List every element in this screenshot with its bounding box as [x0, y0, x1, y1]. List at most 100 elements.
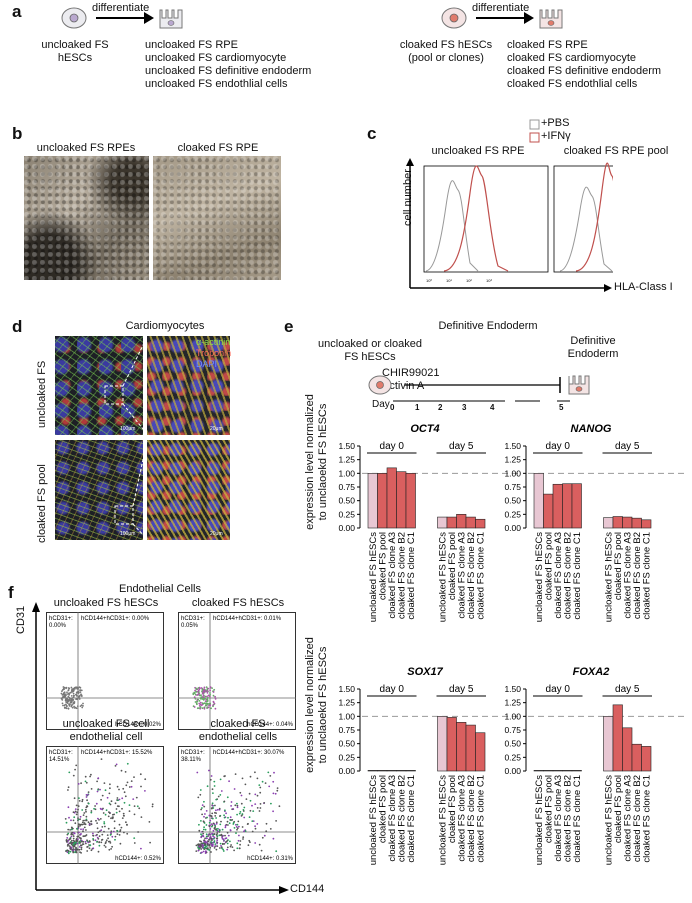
event-dot — [203, 815, 205, 818]
event-dot — [82, 814, 85, 816]
event-dot — [97, 850, 100, 853]
event-dot — [198, 702, 201, 705]
event-dot — [203, 848, 206, 850]
quadrant-ul-value: 38.11% — [181, 757, 202, 763]
event-dot — [272, 810, 274, 813]
event-dot — [216, 845, 219, 847]
event-dot — [84, 808, 87, 811]
event-dot — [75, 846, 77, 849]
event-dot — [275, 820, 277, 822]
event-dot — [204, 700, 207, 703]
event-dot — [241, 777, 244, 780]
event-dot — [69, 699, 72, 702]
event-dot — [206, 695, 208, 698]
event-dot — [82, 830, 84, 833]
event-dot — [206, 707, 208, 709]
event-dot — [248, 839, 251, 842]
event-dot — [140, 847, 142, 850]
event-dot — [67, 839, 70, 842]
event-dot — [222, 848, 224, 851]
event-dot — [200, 820, 202, 822]
event-dot — [209, 846, 212, 849]
event-dot — [199, 793, 202, 796]
event-dot — [97, 831, 100, 834]
event-dot — [92, 843, 95, 845]
event-dot — [214, 698, 217, 700]
event-dot — [199, 687, 201, 690]
endoderm-end-line2: Endoderm — [567, 348, 619, 360]
event-dot — [238, 812, 241, 815]
day-2: 2 — [438, 403, 443, 412]
event-dot — [192, 693, 195, 696]
event-dot — [104, 825, 106, 828]
event-dot — [75, 804, 78, 807]
event-dot — [81, 706, 84, 709]
event-dot — [121, 797, 124, 800]
event-dot — [224, 837, 227, 840]
y-tick-label: 0.25 — [338, 509, 355, 519]
flow-legend-swatches — [529, 119, 540, 143]
event-dot — [214, 843, 217, 845]
reagent-activin: Activin A — [382, 380, 425, 392]
event-dot — [233, 827, 236, 829]
event-dot — [72, 849, 74, 852]
category-label: cloaked FS pool — [447, 775, 458, 843]
event-dot — [229, 829, 232, 831]
left-product: uncloaked FS RPE — [145, 39, 238, 51]
event-dot — [75, 839, 78, 841]
event-dot — [126, 762, 129, 765]
event-dot — [195, 688, 198, 691]
event-dot — [67, 786, 70, 789]
category-label: cloaked FS clone C1 — [572, 775, 583, 863]
event-dot — [128, 804, 131, 806]
event-dot — [110, 817, 112, 820]
event-dot — [60, 692, 63, 695]
category-label: cloaked FS pool — [377, 532, 388, 600]
event-dot — [197, 690, 199, 693]
event-dot — [212, 792, 214, 794]
event-dot — [92, 834, 94, 837]
group-label: day 0 — [380, 684, 405, 695]
event-dot — [202, 689, 205, 691]
y-tick-label: 1.50 — [504, 441, 521, 451]
event-dot — [84, 775, 87, 778]
event-dot — [120, 826, 123, 829]
event-dot — [204, 828, 207, 831]
event-dot — [87, 793, 89, 796]
event-dot — [206, 785, 209, 788]
event-dot — [115, 811, 118, 814]
event-dot — [108, 792, 111, 795]
event-dot — [94, 839, 97, 842]
event-dot — [72, 832, 75, 834]
event-dot — [220, 790, 223, 792]
event-dot — [270, 802, 272, 805]
category-label: cloaked FS clone A3 — [622, 775, 633, 862]
cardio-uncloaked-zoom — [147, 336, 230, 435]
event-dot — [73, 816, 76, 819]
event-dot — [84, 835, 87, 837]
event-dot — [199, 789, 202, 791]
event-dot — [73, 701, 76, 704]
event-dot — [254, 827, 257, 830]
event-dot — [198, 845, 201, 848]
event-dot — [203, 686, 206, 689]
event-dot — [136, 805, 139, 808]
event-dot — [214, 824, 216, 827]
event-dot — [199, 706, 202, 708]
event-dot — [71, 700, 74, 702]
event-dot — [272, 837, 275, 840]
quadrant-ul-value: 14.51% — [49, 757, 70, 763]
event-dot — [144, 778, 147, 781]
event-dot — [235, 823, 237, 826]
event-dot — [210, 841, 213, 843]
event-dot — [212, 841, 215, 844]
event-dot — [124, 795, 127, 798]
cardio-cloaked-overview — [55, 440, 143, 540]
event-dot — [133, 813, 136, 816]
event-dot — [212, 833, 214, 836]
event-dot — [123, 815, 125, 817]
event-dot — [212, 691, 215, 693]
event-dot — [249, 809, 252, 812]
event-dot — [133, 805, 136, 807]
event-dot — [85, 815, 88, 818]
